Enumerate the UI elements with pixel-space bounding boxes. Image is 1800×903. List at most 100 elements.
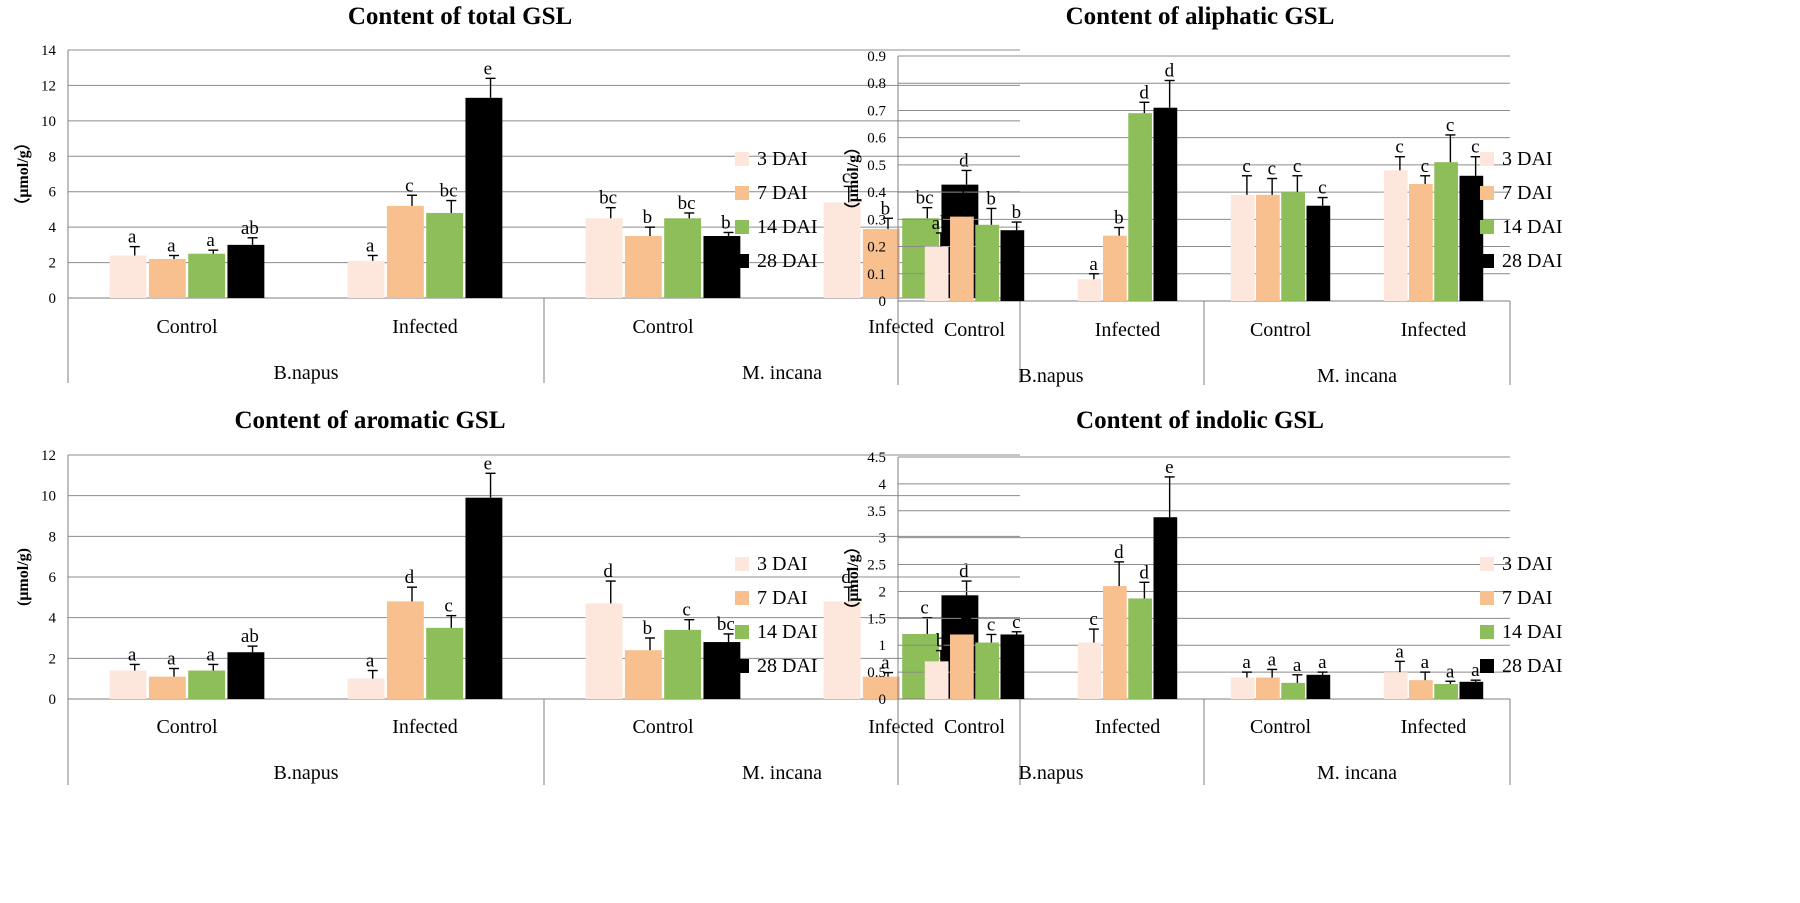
significance-letter: a (206, 230, 215, 251)
bar-28-dai (703, 642, 741, 699)
significance-letter: a (128, 227, 137, 248)
chart-title: Content of total GSL (348, 3, 572, 30)
significance-letter: c (1421, 156, 1429, 177)
y-tick-label: 10 (41, 114, 56, 130)
bar-3-dai (1077, 642, 1102, 699)
significance-letter: a (1089, 254, 1098, 275)
x-group-label: B.napus (1019, 762, 1084, 784)
x-group-label: M. incana (1317, 365, 1397, 387)
bar-28-dai (227, 652, 265, 699)
significance-letter: d (1139, 562, 1149, 583)
significance-letter: c (842, 166, 850, 187)
significance-letter: a (1318, 652, 1327, 673)
legend-label: 7 DAI (1502, 182, 1553, 204)
bar-14-dai (975, 642, 999, 699)
bar-3-dai (585, 218, 623, 298)
legend-swatch (1480, 591, 1494, 605)
y-tick-label: 0.6 (867, 131, 886, 147)
y-tick-label: 0.4 (867, 185, 886, 201)
bar-7-dai (950, 634, 974, 699)
significance-letter: b (986, 188, 996, 209)
y-tick-label: 6 (49, 185, 57, 201)
legend-swatch (735, 254, 749, 268)
bar-3-dai (109, 670, 147, 699)
legend: 3 DAI 7 DAI 14 DAI 28 DAI (1480, 553, 1563, 677)
significance-letter: a (1421, 652, 1430, 673)
significance-letter: c (962, 598, 970, 619)
x-group-label: B.napus (274, 362, 339, 384)
y-tick-label: 4 (49, 611, 57, 627)
x-category-label: Infected (1095, 716, 1161, 738)
bar-3-dai (585, 603, 623, 699)
bar-3-dai (823, 601, 861, 699)
legend-label: 14 DAI (757, 216, 818, 238)
bar-7-dai (1103, 586, 1127, 699)
significance-letter: a (206, 644, 215, 665)
significance-letter: b (721, 212, 731, 233)
y-tick-label: 2 (879, 584, 887, 600)
y-tick-label: 0 (879, 692, 887, 708)
chart-title: Content of indolic GSL (1076, 407, 1324, 434)
bar-7-dai (386, 601, 424, 699)
bar-7-dai (148, 259, 186, 298)
legend-swatch (1480, 625, 1494, 639)
x-category-label: Control (632, 716, 694, 738)
x-category-label: Infected (392, 716, 458, 738)
y-tick-label: 4 (49, 220, 57, 236)
bar-7-dai (1256, 677, 1280, 699)
legend-label: 7 DAI (1502, 587, 1553, 609)
x-category-label: Infected (868, 316, 934, 338)
significance-letter: a (881, 653, 890, 674)
legend-label: 28 DAI (1502, 250, 1563, 272)
significance-letter: b (936, 631, 946, 652)
y-tick-label: 0.7 (867, 103, 886, 119)
bar-28-dai (1000, 230, 1025, 301)
significance-letter: c (1395, 137, 1403, 158)
bar-14-dai (1281, 682, 1305, 699)
significance-letter: d (1139, 82, 1149, 103)
bar-14-dai (975, 224, 999, 301)
significance-letter: a (1471, 660, 1480, 681)
chart-panel-2: Content of aliphatic GSL 0 0.1 0.2 0.3 0.4 0.5… (844, 3, 1563, 387)
y-tick-label: 2.5 (867, 558, 886, 574)
significance-letter: bc (717, 614, 735, 635)
legend-label: 28 DAI (1502, 655, 1563, 677)
y-tick-label: 3.5 (867, 504, 886, 520)
legend-swatch (735, 659, 749, 673)
y-tick-label: 3 (879, 531, 887, 547)
bar-3-dai (109, 255, 147, 298)
bar-14-dai (426, 627, 464, 699)
significance-letter: d (841, 567, 851, 588)
legend-label: 28 DAI (757, 655, 818, 677)
legend: 3 DAI 7 DAI 14 DAI 28 DAI (1480, 148, 1563, 272)
significance-letter: a (167, 235, 176, 256)
significance-letter: ab (241, 218, 259, 239)
bar-28-dai (465, 97, 503, 298)
bar-14-dai (1128, 598, 1152, 699)
significance-letter: a (366, 235, 375, 256)
legend-label: 14 DAI (757, 621, 818, 643)
chart-panel-3: Content of aromatic GSL024681012(μmol/g)… (15, 407, 1021, 785)
significance-letter: d (959, 150, 969, 171)
bar-28-dai (1459, 175, 1484, 301)
significance-letter: a (1293, 655, 1302, 676)
bar-3-dai (1383, 170, 1408, 301)
significance-letter: c (1471, 137, 1479, 158)
bar-7-dai (862, 676, 900, 699)
y-tick-label: 6 (49, 570, 57, 586)
legend-label: 14 DAI (1502, 216, 1563, 238)
significance-letter: b (643, 618, 653, 639)
significance-letter: b (881, 198, 891, 219)
significance-letter: ab (932, 213, 950, 234)
bar-7-dai (1409, 183, 1433, 301)
significance-letter: c (920, 598, 928, 619)
significance-letter: d (1165, 61, 1175, 82)
legend-swatch (735, 152, 749, 166)
bar-3-dai (347, 260, 385, 298)
significance-letter: bc (678, 193, 696, 214)
bar-28-dai (1306, 205, 1331, 301)
bar-28-dai (227, 244, 265, 298)
x-category-label: Infected (868, 716, 934, 738)
legend-swatch (1480, 557, 1494, 571)
